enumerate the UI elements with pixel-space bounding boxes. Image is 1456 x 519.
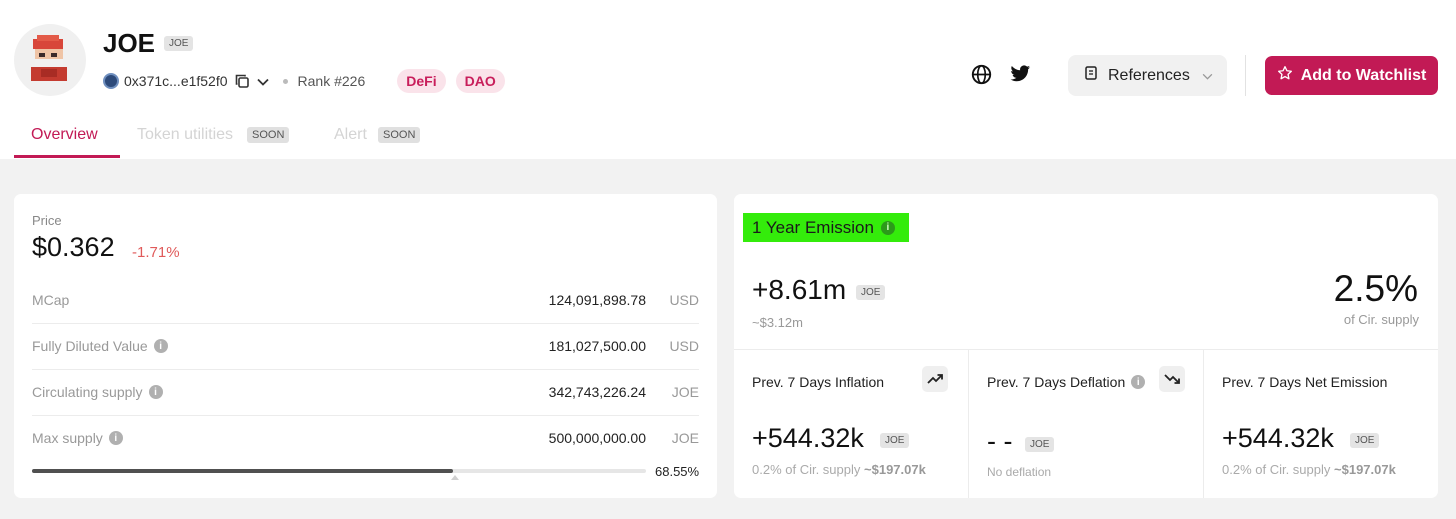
stat-unit: USD: [669, 338, 699, 354]
net-emission-cell: Prev. 7 Days Net Emission +544.32k JOE 0…: [1203, 350, 1437, 498]
emission-amount: +8.61m: [752, 274, 847, 305]
info-icon[interactable]: i: [153, 339, 168, 353]
stat-row-fdv: Fully Diluted Value i 181,027,500.00 USD: [32, 324, 699, 370]
trend-down-icon[interactable]: [1159, 366, 1185, 392]
tag-defi[interactable]: DeFi: [397, 69, 446, 93]
emission-unit-badge: JOE: [856, 285, 886, 300]
cell-unit-badge: JOE: [1025, 437, 1055, 452]
copy-icon[interactable]: [235, 74, 249, 88]
stat-value: 500,000,000.00: [548, 430, 646, 446]
references-label: References: [1108, 66, 1190, 84]
price-value: $0.362: [32, 232, 115, 262]
star-icon: [1277, 65, 1293, 86]
emission-title: 1 Year Emission i: [743, 213, 909, 242]
emission-cir-label: of Cir. supply: [1343, 312, 1419, 327]
document-icon: [1085, 66, 1097, 85]
stat-label: Circulating supply: [32, 384, 143, 400]
stat-unit: JOE: [671, 430, 699, 446]
chain-icon: [103, 73, 119, 89]
soon-badge: SOON: [247, 127, 290, 143]
active-tab-indicator: [14, 155, 120, 158]
add-to-watchlist-button[interactable]: Add to Watchlist: [1265, 56, 1438, 95]
cell-sub: No deflation: [987, 465, 1052, 479]
token-header: JOE JOE 0x371c...e1f52f0 Rank #226 DeFi …: [0, 0, 1456, 159]
twitter-icon[interactable]: [1010, 65, 1031, 88]
cell-title: Prev. 7 Days Deflation: [987, 374, 1126, 390]
emission-title-text: 1 Year Emission: [752, 217, 874, 237]
tab-overview[interactable]: Overview: [31, 126, 98, 143]
stat-value: 342,743,226.24: [548, 384, 646, 400]
price-change: -1.71%: [132, 244, 180, 261]
header-divider: [1245, 55, 1246, 96]
chevron-down-icon[interactable]: [256, 73, 269, 89]
cell-unit-badge: JOE: [1350, 433, 1380, 448]
tab-alert[interactable]: Alert: [334, 126, 367, 143]
chevron-down-icon: [1202, 67, 1213, 85]
stat-label: MCap: [32, 292, 70, 308]
token-name: JOE: [103, 28, 156, 58]
emission-divider: [734, 349, 1438, 350]
tag-dao[interactable]: DAO: [455, 69, 505, 93]
stat-label-wrap: Max supply i: [32, 430, 123, 446]
cell-value: +544.32k: [752, 423, 864, 453]
cell-sub: 0.2% of Cir. supply ~$197.07k: [752, 462, 926, 477]
info-icon[interactable]: i: [1131, 375, 1146, 389]
joe-logo-icon: [31, 35, 67, 81]
stat-row-mcap: MCap 124,091,898.78 USD: [32, 278, 699, 324]
cell-value: - -: [987, 426, 1013, 456]
cell-sub-percent: 0.2% of Cir. supply: [752, 462, 861, 477]
stat-label-wrap: Circulating supply i: [32, 384, 163, 400]
stat-unit: JOE: [671, 384, 699, 400]
emission-card: 1 Year Emission i +8.61m JOE ~$3.12m 2.5…: [734, 194, 1438, 498]
price-label: Price: [32, 213, 62, 228]
progress-marker: [451, 475, 459, 480]
trend-up-icon[interactable]: [922, 366, 948, 392]
cell-title: Prev. 7 Days Inflation: [752, 374, 885, 390]
cell-unit-badge: JOE: [880, 433, 910, 448]
stat-value: 181,027,500.00: [548, 338, 646, 354]
watchlist-label: Add to Watchlist: [1300, 66, 1427, 84]
stat-label: Fully Diluted Value: [32, 338, 148, 354]
cell-sub-usd: ~$197.07k: [864, 462, 926, 477]
cell-sub-usd: ~$197.07k: [1334, 462, 1396, 477]
separator-dot: [282, 78, 288, 84]
cell-sub-percent: 0.2% of Cir. supply: [1222, 462, 1331, 477]
supply-progress-bar: [32, 469, 646, 473]
stat-row-max-supply: Max supply i 500,000,000.00 JOE: [32, 416, 699, 462]
info-icon[interactable]: i: [108, 431, 123, 445]
rank-label: Rank #226: [297, 73, 366, 89]
supply-progress-percent: 68.55%: [655, 464, 700, 479]
emission-usd: ~$3.12m: [752, 315, 803, 330]
info-icon[interactable]: i: [148, 385, 163, 399]
deflation-cell: Prev. 7 Days Deflation i - - JOE No defla…: [968, 350, 1202, 498]
inflation-cell: Prev. 7 Days Inflation +544.32k JOE 0.2%…: [734, 350, 968, 498]
cell-sub: 0.2% of Cir. supply ~$197.07k: [1222, 462, 1396, 477]
cell-title: Prev. 7 Days Net Emission: [1222, 374, 1388, 390]
stat-label-wrap: Fully Diluted Value i: [32, 338, 168, 354]
stat-row-circulating: Circulating supply i 342,743,226.24 JOE: [32, 370, 699, 416]
supply-progress-fill: [32, 469, 453, 473]
contract-address[interactable]: 0x371c...e1f52f0: [124, 73, 228, 89]
token-meta-row: 0x371c...e1f52f0 Rank #226 DeFi DAO: [103, 69, 505, 93]
stat-unit: USD: [669, 292, 699, 308]
token-avatar: [14, 24, 86, 96]
references-dropdown[interactable]: References: [1068, 55, 1227, 96]
market-stats-card: Price $0.362 -1.71% MCap 124,091,898.78 …: [14, 194, 717, 498]
cell-value: +544.32k: [1222, 423, 1334, 453]
stat-label: Max supply: [32, 430, 103, 446]
globe-icon[interactable]: [971, 64, 992, 90]
token-symbol-badge: JOE: [164, 36, 194, 51]
soon-badge: SOON: [378, 127, 421, 143]
cell-title-wrap: Prev. 7 Days Deflation i: [987, 374, 1146, 390]
emission-cir-percent: 2.5%: [1333, 268, 1418, 309]
info-icon[interactable]: i: [880, 220, 895, 235]
tab-token-utilities[interactable]: Token utilities: [137, 126, 234, 143]
stat-value: 124,091,898.78: [548, 292, 646, 308]
